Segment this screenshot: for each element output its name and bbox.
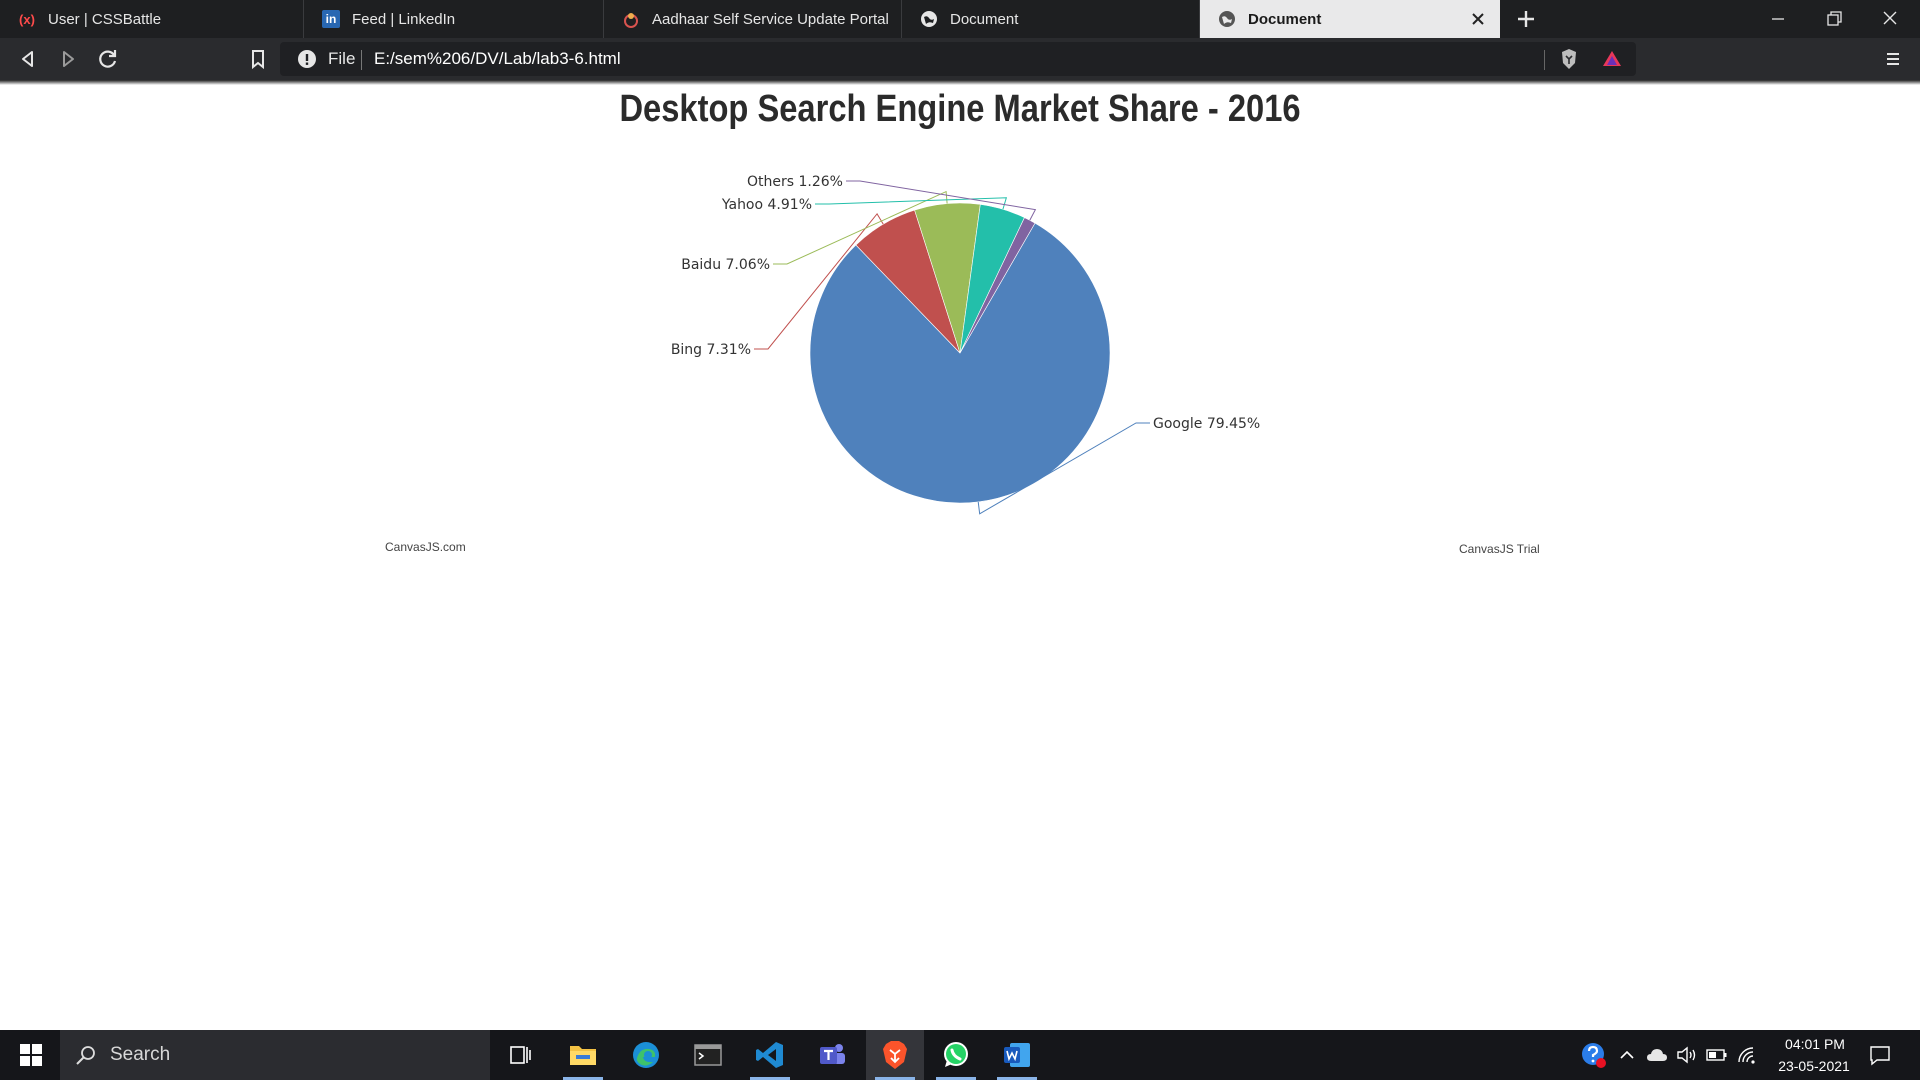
linkedin-icon: in	[322, 10, 340, 28]
pie-label-google: Google 79.45%	[1153, 416, 1260, 432]
help-icon	[1582, 1043, 1606, 1068]
chevron-up-icon	[1620, 1050, 1634, 1059]
brave-icon	[883, 1041, 907, 1069]
taskbar: Search	[0, 1030, 1920, 1080]
pie-label-baidu: Baidu 7.06%	[681, 257, 770, 273]
taskbar-search-placeholder: Search	[110, 1044, 171, 1065]
label-connector-baidu	[773, 190, 948, 265]
brave-shields-icon[interactable]	[1554, 44, 1584, 74]
tab-document[interactable]: Document	[902, 0, 1200, 38]
search-icon	[76, 1046, 95, 1065]
battery-icon	[1706, 1049, 1727, 1061]
task-view-button[interactable]	[494, 1030, 546, 1080]
edge-button[interactable]	[620, 1030, 672, 1080]
pie-label-bing: Bing 7.31%	[671, 342, 751, 358]
notifications-button[interactable]	[1852, 1030, 1908, 1080]
show-hidden-icons-button[interactable]	[1612, 1030, 1642, 1080]
running-indicator	[936, 1077, 976, 1080]
tab-document-active[interactable]: Document	[1200, 0, 1500, 38]
toolbar-divider	[1544, 50, 1545, 70]
start-button[interactable]	[4, 1030, 58, 1080]
folder-icon	[570, 1046, 596, 1065]
terminal-button[interactable]	[682, 1030, 734, 1080]
running-indicator	[875, 1077, 915, 1080]
tab-strip: (x) User | CSSBattle in Feed | LinkedIn …	[0, 0, 1920, 38]
globe-icon	[920, 10, 938, 28]
canvasjs-credit-link[interactable]: CanvasJS.com	[385, 540, 466, 554]
label-connector-yahoo	[815, 197, 1008, 210]
canvasjs-trial-label: CanvasJS Trial	[1459, 542, 1540, 556]
browser-toolbar: File E:/sem%206/DV/Lab/lab3-6.html	[0, 38, 1920, 80]
brave-button[interactable]	[866, 1030, 924, 1080]
whatsapp-button[interactable]	[930, 1030, 982, 1080]
vscode-icon	[756, 1042, 783, 1068]
tab-title: User | CSSBattle	[48, 10, 162, 28]
url-text[interactable]: E:/sem%206/DV/Lab/lab3-6.html	[374, 49, 621, 68]
url-separator	[361, 50, 362, 70]
tab-aadhaar[interactable]: Aadhaar Self Service Update Portal	[604, 0, 902, 38]
aadhaar-icon	[622, 10, 640, 28]
edge-icon	[633, 1042, 659, 1068]
label-connector-bing	[754, 212, 884, 350]
pie-chart: Google 79.45% Bing 7.31% Baidu 7.06% Yahoo …	[671, 174, 1260, 515]
battery-button[interactable]	[1702, 1030, 1732, 1080]
teams-icon	[820, 1044, 845, 1064]
new-tab-button[interactable]	[1512, 5, 1540, 33]
wifi-icon	[1738, 1047, 1755, 1064]
notification-icon	[1870, 1046, 1890, 1066]
tab-cssbattle[interactable]: (x) User | CSSBattle	[0, 0, 304, 38]
site-info-icon[interactable]	[292, 44, 322, 74]
file-explorer-button[interactable]	[557, 1030, 609, 1080]
brave-rewards-icon[interactable]	[1597, 44, 1627, 74]
speaker-icon	[1677, 1046, 1696, 1064]
running-indicator	[750, 1077, 790, 1080]
task-view-icon	[510, 1046, 531, 1064]
tab-linkedin[interactable]: in Feed | LinkedIn	[304, 0, 604, 38]
chart-title: Desktop Search Engine Market Share - 201…	[619, 88, 1301, 130]
tab-title: Document	[950, 10, 1019, 28]
wifi-button[interactable]	[1732, 1030, 1762, 1080]
reload-icon[interactable]	[93, 44, 123, 74]
running-indicator	[997, 1077, 1037, 1080]
pie-labels: Google 79.45% Bing 7.31% Baidu 7.06% Yahoo …	[671, 174, 1260, 515]
close-window-button[interactable]	[1862, 0, 1918, 38]
onedrive-button[interactable]	[1642, 1030, 1672, 1080]
menu-icon[interactable]	[1878, 44, 1908, 74]
bookmark-icon[interactable]	[243, 44, 273, 74]
running-indicator	[563, 1077, 603, 1080]
pie-label-yahoo: Yahoo 4.91%	[721, 197, 812, 213]
label-connector-others	[846, 180, 1037, 221]
windows-icon	[20, 1044, 42, 1066]
label-connector-google	[977, 422, 1150, 515]
back-icon[interactable]	[13, 44, 43, 74]
terminal-icon	[694, 1044, 722, 1066]
help-button[interactable]	[1566, 1030, 1622, 1080]
teams-button[interactable]	[806, 1030, 858, 1080]
address-bar[interactable]	[280, 42, 1636, 76]
taskbar-search-box[interactable]	[60, 1030, 490, 1080]
minimize-button[interactable]	[1750, 0, 1806, 38]
pie-slices	[809, 202, 1111, 504]
volume-button[interactable]	[1672, 1030, 1702, 1080]
toolbar-shadow	[0, 80, 1920, 85]
clock-time[interactable]: 04:01 PM	[1785, 1036, 1845, 1052]
cssbattle-icon: (x)	[19, 11, 35, 27]
tab-title: Feed | LinkedIn	[352, 10, 456, 28]
clock-date[interactable]: 23-05-2021	[1778, 1058, 1850, 1074]
word-button[interactable]	[991, 1030, 1043, 1080]
url-scheme-label: File	[328, 49, 356, 68]
tab-title: Document	[1248, 10, 1322, 28]
cloud-icon	[1647, 1049, 1667, 1061]
vscode-button[interactable]	[744, 1030, 796, 1080]
globe-icon	[1218, 10, 1236, 28]
forward-icon[interactable]	[53, 44, 83, 74]
word-icon	[1004, 1043, 1030, 1067]
restore-button[interactable]	[1806, 0, 1862, 38]
pie-label-others: Others 1.26%	[747, 174, 843, 190]
whatsapp-icon	[944, 1042, 968, 1067]
close-tab-icon[interactable]	[1468, 9, 1488, 29]
tab-title: Aadhaar Self Service Update Portal	[652, 10, 889, 28]
